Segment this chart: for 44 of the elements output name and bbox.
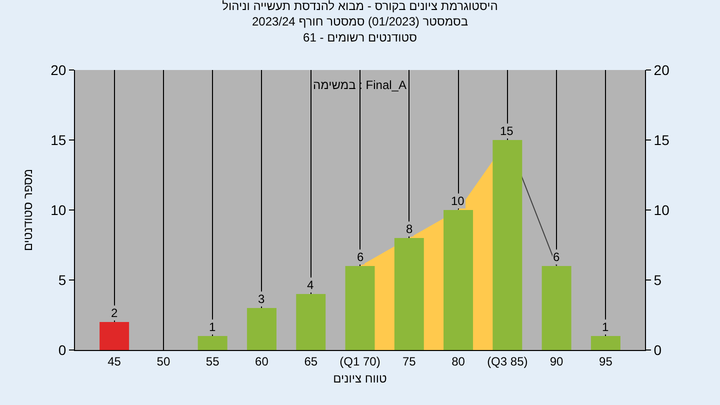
x-axis-title: טווח ציונים xyxy=(333,371,388,386)
data-label: 10 xyxy=(451,194,465,208)
bar xyxy=(246,308,276,350)
y2-tick-label: 5 xyxy=(654,272,662,288)
bar xyxy=(394,238,424,350)
data-label: 15 xyxy=(500,124,514,138)
x-tick-label: (Q3 85) xyxy=(487,354,528,368)
bar xyxy=(198,336,228,350)
y2-tick-label: 15 xyxy=(654,132,670,148)
data-label: 6 xyxy=(553,250,560,264)
y-tick-label: 15 xyxy=(50,132,66,148)
data-label: 1 xyxy=(209,320,216,334)
data-label: 8 xyxy=(406,222,413,236)
data-label: 2 xyxy=(111,306,118,320)
y-tick-label: 10 xyxy=(50,202,66,218)
data-label: 1 xyxy=(602,320,609,334)
bar xyxy=(444,210,474,350)
bar xyxy=(296,294,326,350)
bar xyxy=(345,266,375,350)
x-tick-label: 50 xyxy=(156,354,170,368)
x-tick-label: 90 xyxy=(550,354,564,368)
x-tick-label: 95 xyxy=(599,354,613,368)
x-tick-label: 75 xyxy=(402,354,416,368)
y-tick-label: 20 xyxy=(50,62,66,78)
y-tick-label: 0 xyxy=(58,342,66,358)
y2-tick-label: 0 xyxy=(654,342,662,358)
x-tick-label: 55 xyxy=(206,354,220,368)
y2-tick-label: 10 xyxy=(654,202,670,218)
y2-tick-label: 20 xyxy=(654,62,670,78)
x-tick-label: 45 xyxy=(108,354,122,368)
bar xyxy=(590,336,620,350)
data-label: 3 xyxy=(258,292,265,306)
bar xyxy=(542,266,572,350)
data-label: 6 xyxy=(357,250,364,264)
y-axis-title: מספר סטודנטים xyxy=(20,168,35,252)
bar xyxy=(492,140,522,350)
bar xyxy=(100,322,130,350)
data-label: 4 xyxy=(307,278,314,292)
x-tick-label: 60 xyxy=(255,354,269,368)
x-tick-label: 80 xyxy=(452,354,466,368)
x-tick-label: (Q1 70) xyxy=(340,354,380,368)
y-tick-label: 5 xyxy=(58,272,66,288)
x-tick-label: 65 xyxy=(304,354,318,368)
chart-title: היסטוגרמת ציונים בקורס - מבוא להנדסת תעשייה וניהול בסמסטר (01/2023) סמסטר חורף 2023/24 סטודנטים רשומים - 61 xyxy=(222,0,498,44)
